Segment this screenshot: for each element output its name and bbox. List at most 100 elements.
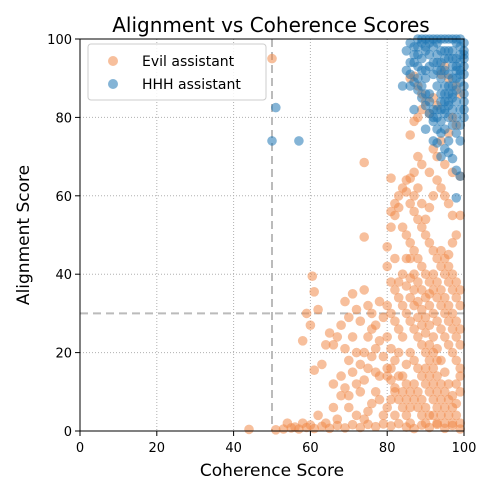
data-point — [382, 300, 393, 311]
data-point — [393, 418, 404, 429]
data-point — [440, 387, 450, 397]
data-point — [420, 402, 431, 413]
data-points — [244, 34, 469, 435]
data-point — [347, 367, 358, 378]
data-point — [367, 398, 377, 409]
data-point — [405, 238, 416, 248]
legend-box — [87, 43, 267, 101]
y-tick-label: 40 — [55, 268, 72, 283]
data-point — [409, 206, 419, 217]
data-point — [440, 418, 450, 429]
data-point — [417, 285, 427, 295]
data-point — [443, 69, 454, 80]
data-point — [455, 371, 466, 381]
data-point — [347, 419, 358, 430]
data-point — [440, 332, 450, 342]
data-point — [436, 245, 446, 256]
data-point — [440, 367, 450, 378]
data-point — [436, 261, 446, 272]
data-point — [424, 277, 435, 287]
legend-marker-evil — [108, 56, 118, 66]
data-point — [374, 394, 385, 405]
data-point — [420, 418, 431, 429]
data-point — [455, 136, 466, 146]
data-point — [417, 410, 427, 421]
data-point — [401, 394, 412, 405]
data-point — [286, 423, 297, 433]
data-point — [432, 175, 442, 185]
data-point — [363, 300, 373, 311]
data-point — [344, 402, 354, 413]
data-point — [393, 191, 404, 201]
data-point — [344, 390, 354, 401]
data-point — [443, 198, 454, 209]
data-point — [420, 214, 431, 225]
data-point — [432, 418, 442, 429]
series-0 — [244, 53, 466, 435]
data-point — [451, 277, 462, 287]
data-point — [436, 65, 446, 76]
data-point — [328, 340, 339, 350]
data-point — [409, 104, 419, 115]
data-point — [340, 383, 350, 393]
data-point — [447, 324, 458, 334]
data-point — [359, 157, 370, 168]
data-point — [244, 424, 254, 435]
data-point — [432, 402, 442, 413]
data-point — [436, 324, 446, 334]
data-point — [451, 332, 462, 342]
data-point — [447, 269, 458, 280]
data-point — [417, 304, 427, 315]
data-point — [340, 423, 350, 433]
data-point — [432, 387, 442, 397]
data-point — [451, 292, 462, 303]
data-point — [386, 421, 396, 431]
data-point — [336, 320, 346, 331]
data-point — [397, 183, 408, 193]
x-tick-label: 40 — [225, 441, 242, 456]
data-point — [397, 222, 408, 232]
data-point — [413, 253, 423, 264]
data-point — [436, 73, 446, 83]
data-point — [428, 269, 439, 280]
data-point — [455, 324, 466, 334]
data-point — [386, 222, 396, 232]
data-point — [405, 273, 416, 283]
data-point — [455, 285, 466, 295]
data-point — [324, 328, 335, 338]
data-point — [301, 308, 312, 319]
data-point — [420, 312, 431, 323]
data-point — [443, 379, 454, 389]
data-point — [413, 402, 423, 413]
data-point — [455, 120, 466, 130]
data-point — [443, 410, 454, 421]
data-point — [386, 206, 396, 217]
data-point — [401, 379, 412, 389]
data-point — [401, 359, 412, 370]
data-point — [359, 285, 370, 295]
data-point — [386, 308, 396, 319]
data-point — [424, 387, 435, 397]
data-point — [355, 387, 366, 397]
data-point — [359, 347, 370, 358]
data-point — [378, 419, 389, 429]
data-point — [451, 73, 462, 83]
legend-marker-hhh — [108, 79, 118, 89]
legend-label-hhh: HHH assistant — [142, 77, 241, 93]
data-point — [424, 238, 435, 248]
data-point — [374, 296, 385, 307]
data-point — [409, 191, 419, 201]
data-point — [340, 296, 350, 307]
data-point — [409, 285, 419, 295]
chart-title: Alignment vs Coherence Scores — [112, 13, 429, 37]
data-point — [455, 171, 466, 181]
data-point — [405, 292, 416, 303]
data-point — [443, 300, 454, 311]
data-point — [401, 281, 412, 291]
x-tick-label: 60 — [302, 441, 319, 456]
data-point — [390, 198, 400, 209]
data-point — [420, 347, 431, 358]
data-point — [424, 300, 435, 311]
data-point — [443, 277, 454, 287]
data-point — [413, 277, 423, 287]
